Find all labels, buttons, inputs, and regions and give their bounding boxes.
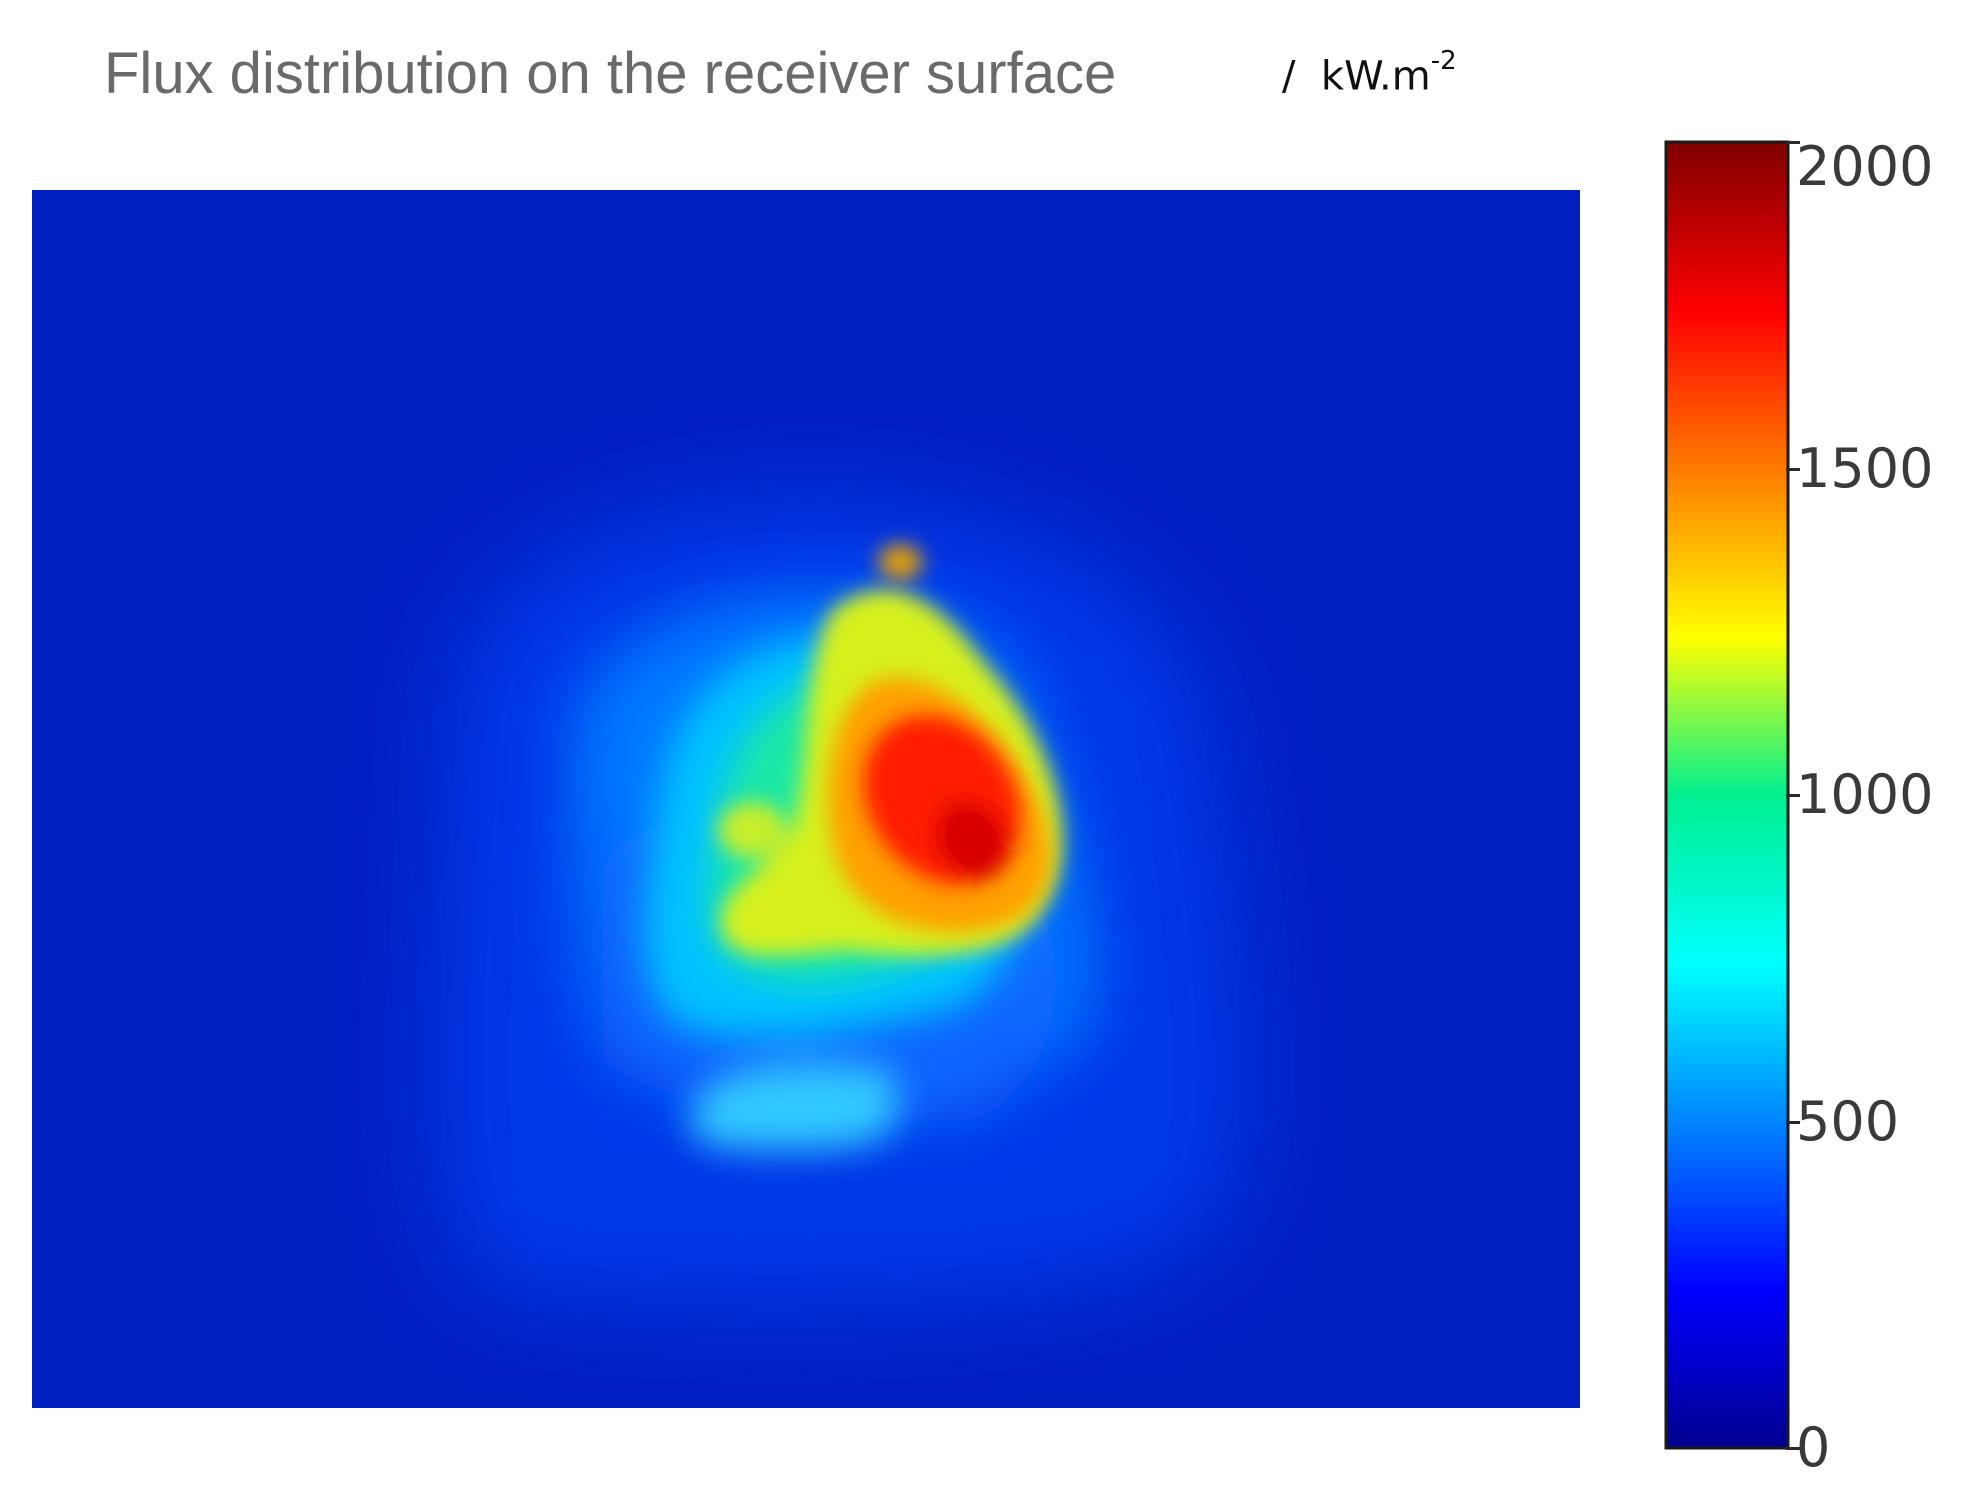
units-prefix: / [1282,53,1296,100]
colorbar-tick-mark [1786,1120,1800,1124]
units-label: / kW.m-2 [1282,46,1457,100]
heatmap-plot [32,190,1580,1408]
flux-layer-red [863,715,1021,885]
units-exponent: -2 [1430,46,1457,76]
colorbar-tick-label: 500 [1796,1089,1900,1153]
colorbar-tick-label: 1000 [1796,763,1934,826]
colorbar-tick-mark [1786,794,1800,797]
colorbar-tick-mark [1786,1447,1800,1450]
colorbar [1664,140,1790,1450]
flux-spot-upper [878,544,922,580]
colorbar-gradient [1664,140,1790,1450]
colorbar-tick-label: 0 [1796,1416,1831,1479]
chart-title: Flux distribution on the receiver surfac… [104,41,1117,106]
colorbar-tick-label: 2000 [1796,135,1934,198]
colorbar-tick-mark [1786,141,1800,144]
units-base: kW.m [1320,53,1431,100]
colorbar-tick-mark [1786,467,1800,471]
colorbar-tick-label: 1500 [1796,436,1934,500]
